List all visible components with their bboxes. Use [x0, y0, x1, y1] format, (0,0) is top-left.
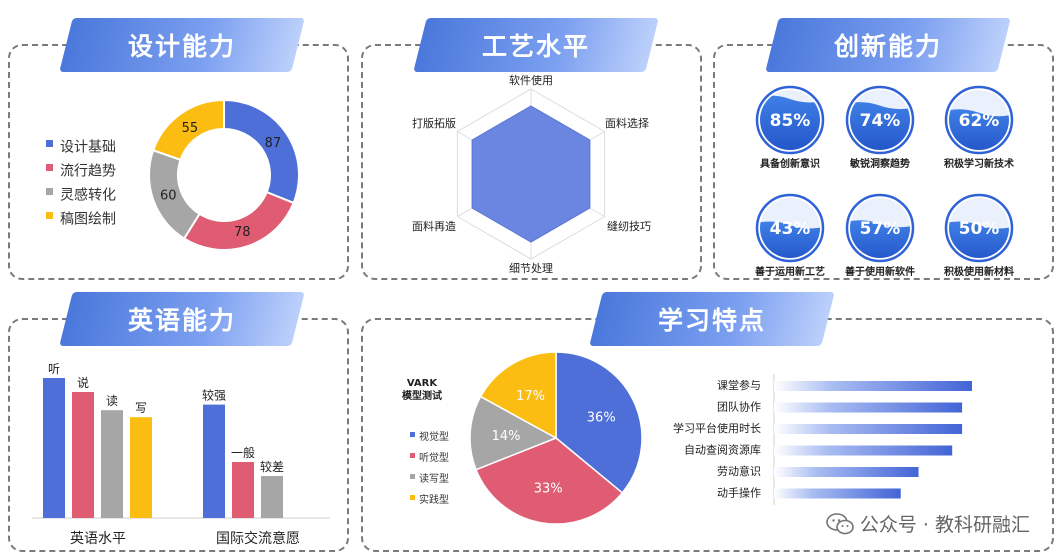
pie-slice: [475, 437, 624, 525]
watermark-text: 公众号 · 教科研融汇: [859, 514, 1030, 536]
hbar-category-label: 课堂参与: [717, 378, 761, 392]
gauge: 57% 善于使用新软件: [845, 193, 915, 278]
bar: [261, 476, 283, 518]
legend-swatch: [410, 474, 415, 479]
legend-label: 设计基础: [60, 139, 116, 156]
innovation-gauges: 85% 具备创新意识 74% 敏锐洞察趋势 62% 积极学习新技术 43% 善于运用新工艺 57…: [755, 85, 1014, 278]
bar-label: 听: [48, 362, 60, 376]
gauge-percent: 43%: [770, 219, 811, 239]
gauge: 74% 敏锐洞察趋势: [845, 85, 915, 170]
pie-value-label: 33%: [534, 481, 563, 496]
legend-label: 实践型: [419, 493, 449, 506]
gauge-percent: 85%: [770, 111, 811, 131]
pie-value-label: 14%: [492, 429, 521, 444]
donut-slice: [151, 98, 225, 162]
gauge-label: 善于运用新工艺: [755, 265, 825, 278]
legend-swatch: [46, 188, 53, 195]
gauge: 85% 具备创新意识: [755, 85, 825, 170]
legend-label: 流行趋势: [60, 164, 116, 180]
gauge: 62% 积极学习新技术: [944, 85, 1014, 170]
gauge-percent: 50%: [959, 219, 1000, 239]
gauge-label: 积极学习新技术: [944, 157, 1014, 170]
legend-label: 稿图绘制: [60, 212, 116, 228]
bar: [72, 392, 94, 518]
gauge-label: 善于使用新软件: [845, 265, 915, 278]
pie-title: 模型测试: [402, 389, 442, 402]
hbar-category-label: 学习平台使用时长: [673, 421, 761, 435]
hbar: [774, 467, 919, 477]
bar: [232, 462, 254, 518]
bar-label: 较强: [202, 388, 226, 403]
legend-swatch: [410, 432, 415, 437]
gauge: 50% 积极使用新材料: [944, 193, 1014, 278]
legend-swatch: [410, 453, 415, 458]
bar: [43, 378, 65, 518]
gauge-label: 敏锐洞察趋势: [849, 157, 910, 170]
gauge-percent: 74%: [860, 111, 901, 131]
bar: [203, 404, 225, 518]
pie-slice: [469, 395, 558, 471]
bar: [101, 410, 123, 518]
hbar: [774, 488, 901, 499]
hbar-category-label: 自动查阅资源库: [684, 443, 761, 457]
legend-label: 读写型: [419, 472, 449, 485]
hbar: [774, 402, 963, 413]
donut-value-label: 55: [182, 121, 199, 136]
hbar-category-label: 动手操作: [717, 486, 761, 500]
legend-label: 视觉型: [419, 430, 449, 443]
bar-label: 一般: [231, 445, 255, 460]
english-bar-chart: 听说读写英语水平 较强一般较差国际交流意愿: [32, 362, 330, 547]
legend-swatch: [410, 495, 415, 500]
donut-slice: [223, 98, 300, 205]
hbar: [774, 424, 963, 434]
gauge: 43% 善于运用新工艺: [755, 193, 825, 278]
gauge-percent: 62%: [959, 111, 1000, 131]
category-label: 国际交流意愿: [216, 530, 300, 547]
pie-slice: [479, 351, 557, 440]
legend-label: 听觉型: [419, 451, 449, 464]
hbar-category-label: 劳动意识: [717, 464, 761, 478]
radar-area: [471, 105, 591, 243]
radar-axis-label: 打版拓版: [412, 116, 456, 130]
donut-value-label: 78: [234, 225, 251, 240]
bar-label: 读: [106, 394, 118, 408]
bar-label: 写: [135, 401, 147, 415]
gauge-label: 具备创新意识: [759, 157, 820, 170]
pie-slice: [555, 351, 643, 494]
radar-axis-label: 面料再造: [412, 219, 456, 233]
wechat-icon: [826, 512, 854, 535]
gauge-percent: 57%: [860, 219, 901, 239]
hbar-category-label: 团队协作: [717, 400, 761, 414]
watermark: 公众号 · 教科研融汇: [826, 510, 1030, 537]
pie-title: VARK: [407, 378, 439, 389]
pie-value-label: 17%: [516, 389, 545, 404]
bar-label: 较差: [260, 459, 284, 474]
donut-slice: [182, 190, 295, 251]
hbar: [774, 445, 953, 456]
bar-label: 说: [77, 375, 89, 390]
legend-swatch: [46, 140, 53, 147]
donut-value-label: 87: [265, 136, 282, 151]
category-label: 英语水平: [70, 530, 126, 547]
radar-axis-label: 细节处理: [509, 262, 553, 275]
gauge-label: 积极使用新材料: [944, 265, 1014, 278]
legend-swatch: [46, 212, 53, 219]
radar-axis-label: 面料选择: [605, 116, 649, 130]
legend-swatch: [46, 164, 53, 171]
hbar: [774, 381, 972, 391]
legend-label: 灵感转化: [60, 187, 116, 204]
pie-value-label: 36%: [587, 411, 616, 426]
radar-axis-label: 软件使用: [509, 73, 553, 87]
donut-value-label: 60: [160, 188, 177, 203]
radar-axis-label: 缝纫技巧: [607, 219, 651, 233]
bar: [130, 417, 152, 518]
